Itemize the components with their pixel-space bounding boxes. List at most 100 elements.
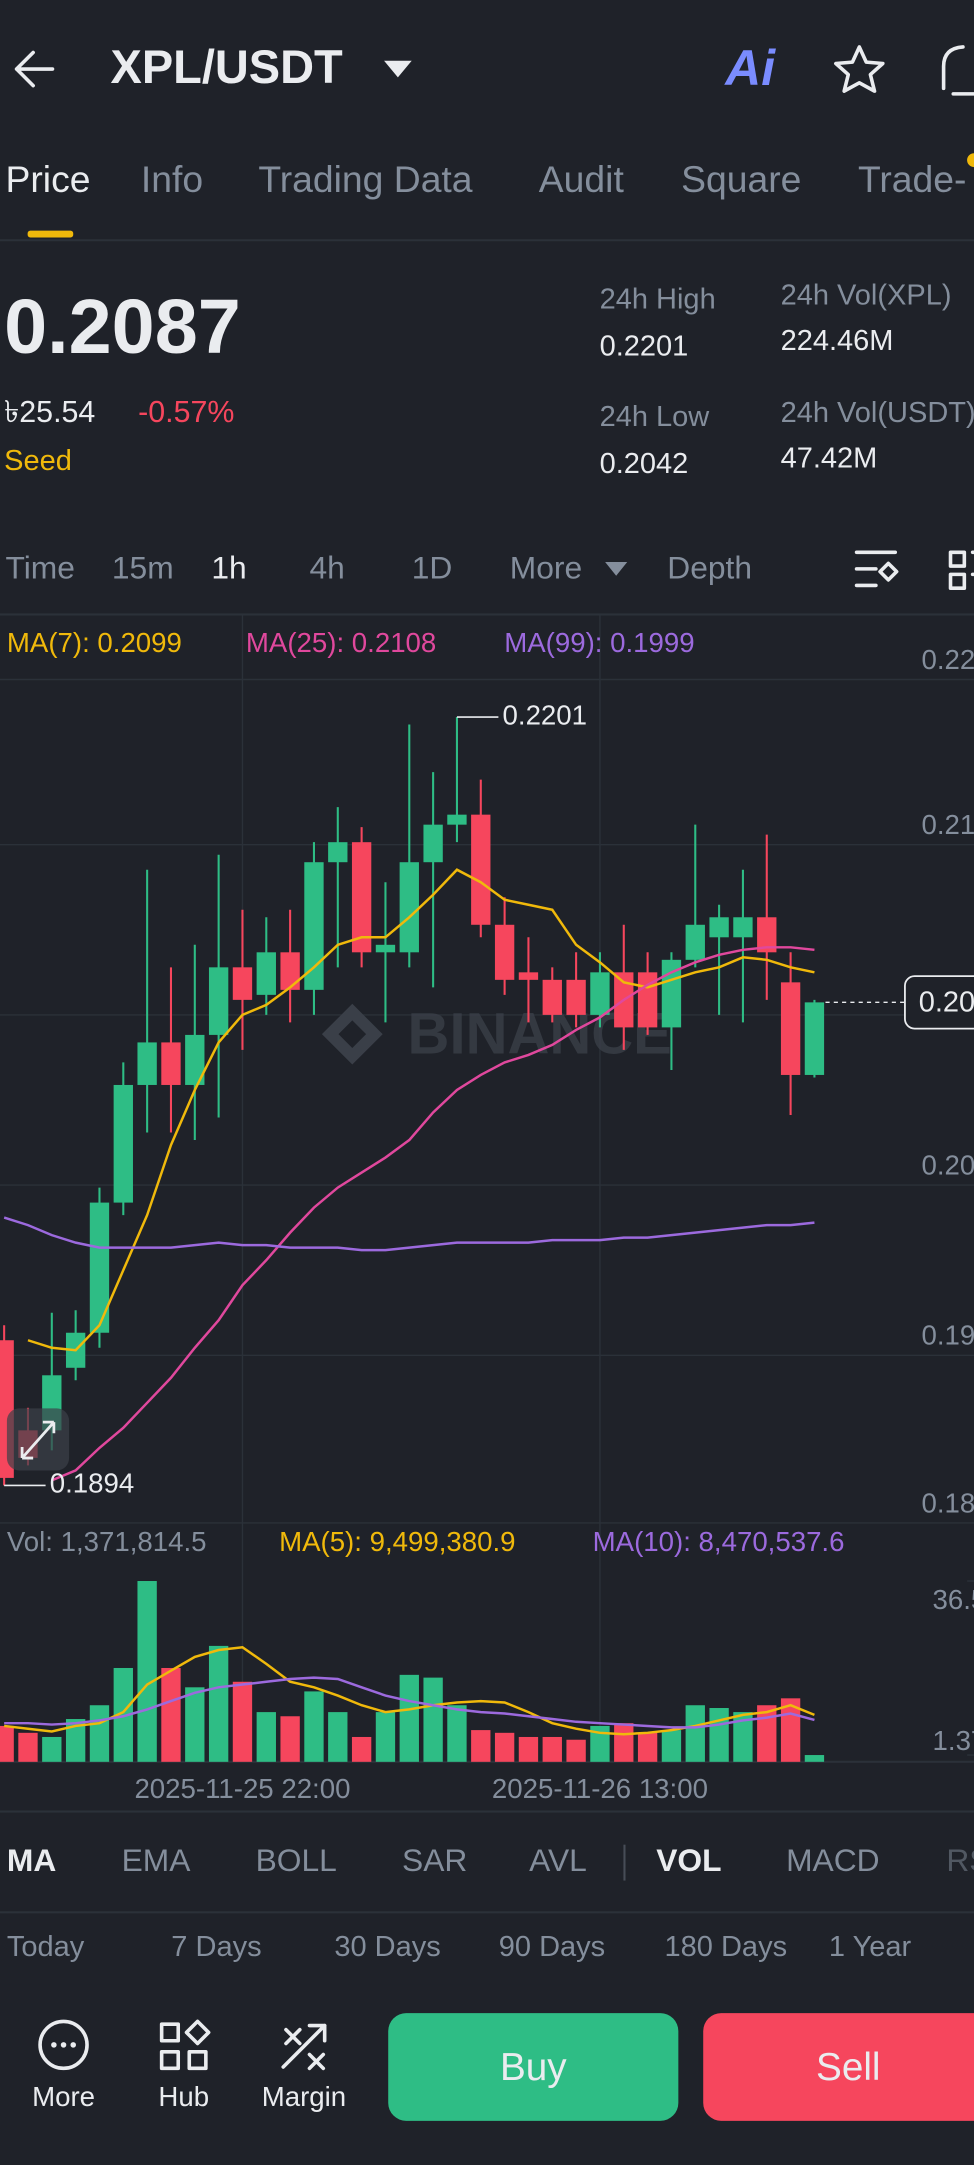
tab[interactable]: Trade- bbox=[858, 158, 966, 200]
candle-body bbox=[447, 814, 467, 825]
notification-button[interactable] bbox=[941, 45, 974, 96]
interval[interactable]: 15m bbox=[112, 550, 174, 586]
indicator[interactable]: VOL bbox=[656, 1842, 721, 1878]
interval[interactable]: More bbox=[510, 550, 582, 586]
indicator[interactable]: RSI bbox=[946, 1842, 974, 1878]
buy-label[interactable]: Buy bbox=[500, 2046, 567, 2089]
pair-title[interactable]: XPL/USDT bbox=[111, 40, 343, 93]
stat-value: 0.2201 bbox=[600, 331, 689, 363]
candle-body bbox=[423, 824, 443, 863]
volume-bar bbox=[351, 1736, 372, 1762]
buy-button[interactable] bbox=[388, 2013, 679, 2121]
interval[interactable]: 1D bbox=[412, 550, 453, 586]
volume-bar bbox=[375, 1712, 396, 1762]
indicator[interactable]: MACD bbox=[786, 1842, 880, 1878]
legend-entry: MA(25): 0.2108 bbox=[246, 627, 436, 658]
candle-body bbox=[280, 952, 300, 990]
candle-body bbox=[89, 1202, 110, 1333]
volume-bar bbox=[256, 1712, 276, 1762]
tab-indicator bbox=[27, 230, 74, 238]
stat-label: 24h High bbox=[600, 284, 716, 316]
sell-button[interactable] bbox=[703, 2013, 974, 2121]
tab[interactable]: Square bbox=[681, 158, 801, 200]
vol-tick-label: 1.37M bbox=[933, 1725, 974, 1756]
candle-body bbox=[566, 979, 586, 1015]
volume-bar bbox=[42, 1736, 62, 1762]
settings-icon bbox=[878, 561, 899, 582]
candle-body bbox=[757, 917, 777, 953]
volume-bar bbox=[423, 1677, 443, 1762]
candle-body bbox=[113, 1084, 133, 1203]
period: Today bbox=[7, 1931, 85, 1963]
interval[interactable]: 1h bbox=[211, 550, 246, 586]
volume-bar bbox=[161, 1667, 181, 1762]
candle-body bbox=[256, 952, 276, 995]
indicator[interactable]: BOLL bbox=[256, 1842, 337, 1878]
candle-body bbox=[685, 924, 705, 960]
hub-label[interactable]: Hub bbox=[158, 2081, 209, 2112]
volume-bar bbox=[518, 1736, 539, 1762]
volume-bar bbox=[137, 1581, 157, 1762]
y-tick-label: 0.215 bbox=[922, 809, 974, 840]
interval[interactable]: 4h bbox=[309, 550, 344, 586]
candle-body bbox=[208, 967, 229, 1035]
period: 7 Days bbox=[171, 1931, 261, 1963]
expand-icon bbox=[20, 1420, 56, 1460]
indicator[interactable]: AVL bbox=[529, 1842, 587, 1878]
volume-bar bbox=[0, 1725, 14, 1762]
volume-ma-line bbox=[4, 1645, 815, 1736]
interval[interactable]: Depth bbox=[667, 550, 752, 586]
volume-bar bbox=[804, 1755, 825, 1762]
y-tick-label: 0.2216 bbox=[922, 644, 974, 675]
settings-button[interactable] bbox=[854, 550, 898, 588]
margin-icon[interactable] bbox=[281, 2023, 327, 2071]
layout-button[interactable] bbox=[948, 550, 974, 590]
more-icon[interactable] bbox=[38, 2019, 89, 2071]
period: 30 Days bbox=[334, 1931, 440, 1963]
tab[interactable]: Trading Data bbox=[258, 158, 472, 200]
period: 90 Days bbox=[499, 1931, 605, 1963]
last-price: 0.2087 bbox=[4, 284, 241, 370]
volume-ma-line bbox=[4, 1676, 815, 1729]
back-button[interactable] bbox=[14, 50, 55, 88]
candle-body bbox=[542, 979, 562, 1015]
ai-button[interactable]: Ai bbox=[723, 40, 776, 96]
volume-bar bbox=[637, 1732, 658, 1762]
tab[interactable]: Price bbox=[6, 158, 91, 200]
tab[interactable]: Info bbox=[141, 158, 203, 200]
more-label[interactable]: More bbox=[32, 2081, 95, 2112]
volume-bar bbox=[328, 1712, 348, 1762]
volume-bar bbox=[18, 1732, 38, 1762]
volume-bar bbox=[661, 1730, 682, 1762]
indicator[interactable]: SAR bbox=[402, 1842, 467, 1878]
tab[interactable]: Audit bbox=[539, 158, 625, 200]
volume-bar bbox=[733, 1712, 753, 1762]
y-tick-label: 0.1879 bbox=[922, 1487, 974, 1518]
volume-legend: Vol: 1,371,814.5 bbox=[7, 1526, 207, 1557]
interval[interactable]: Time bbox=[6, 550, 75, 586]
candle-body bbox=[518, 972, 539, 980]
price-tag bbox=[904, 975, 974, 1030]
indicator[interactable]: EMA bbox=[122, 1842, 192, 1878]
candle-body bbox=[471, 814, 491, 925]
stat-label: 24h Vol(XPL) bbox=[781, 280, 952, 312]
margin-label[interactable]: Margin bbox=[262, 2081, 346, 2112]
legend-entry: MA(5): 9,499,380.9 bbox=[279, 1526, 515, 1557]
ma-line bbox=[27, 868, 815, 1352]
hub-icon[interactable] bbox=[159, 2019, 211, 2071]
period: 1 Year bbox=[829, 1931, 912, 1963]
sell-label[interactable]: Sell bbox=[816, 2046, 880, 2089]
candle-body bbox=[328, 842, 348, 863]
candle-body bbox=[661, 959, 682, 1028]
volume-bar bbox=[65, 1719, 86, 1762]
indicator[interactable]: MA bbox=[7, 1842, 56, 1878]
favorite-button[interactable] bbox=[834, 45, 885, 93]
volume-bar bbox=[280, 1716, 300, 1762]
volume-bar bbox=[471, 1730, 491, 1762]
x-tick-label: 2025-11-26 13:00 bbox=[492, 1773, 708, 1804]
volume-bar bbox=[614, 1723, 634, 1762]
vol-tick-label: 36.59M bbox=[933, 1584, 974, 1615]
pair-dropdown[interactable] bbox=[384, 60, 412, 78]
